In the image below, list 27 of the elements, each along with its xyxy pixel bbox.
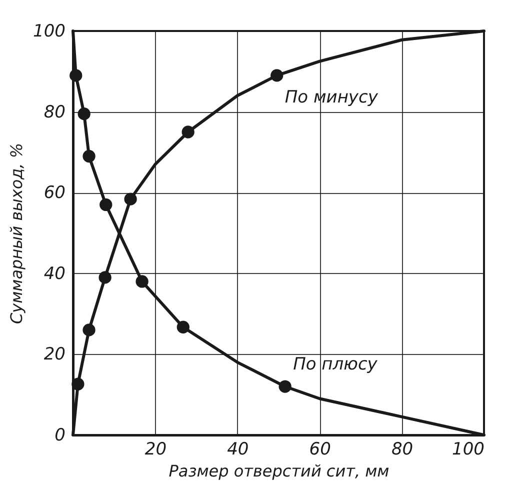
- x-tick-label: 40: [227, 440, 249, 460]
- point: [100, 198, 112, 212]
- y-tick-label: 60: [44, 183, 66, 204]
- y-tick-label: 20: [44, 344, 66, 365]
- point: [278, 380, 292, 393]
- point: [82, 150, 96, 163]
- y-tick-label: 0: [54, 426, 66, 446]
- x-tick-label: 20: [144, 440, 167, 460]
- y-tick-label: 80: [44, 102, 66, 122]
- series-label: По плюсу: [293, 354, 378, 375]
- x-tick-label: 100: [452, 440, 484, 460]
- point: [98, 271, 112, 284]
- point: [78, 108, 90, 120]
- y-tick-label: 40: [44, 264, 66, 284]
- y-axis-title: Суммарный выход, %: [7, 142, 26, 324]
- point: [72, 378, 84, 390]
- point: [70, 69, 82, 82]
- x-tick-label: 80: [391, 440, 414, 460]
- point: [182, 126, 194, 138]
- point: [136, 275, 148, 288]
- x-tick-label: 60: [309, 440, 331, 460]
- y-tick-label: 100: [33, 22, 66, 42]
- point: [270, 69, 284, 82]
- point: [176, 320, 190, 334]
- point: [124, 192, 137, 206]
- point: [82, 324, 96, 336]
- x-axis-title: Размер отверстий сит, мм: [168, 462, 390, 480]
